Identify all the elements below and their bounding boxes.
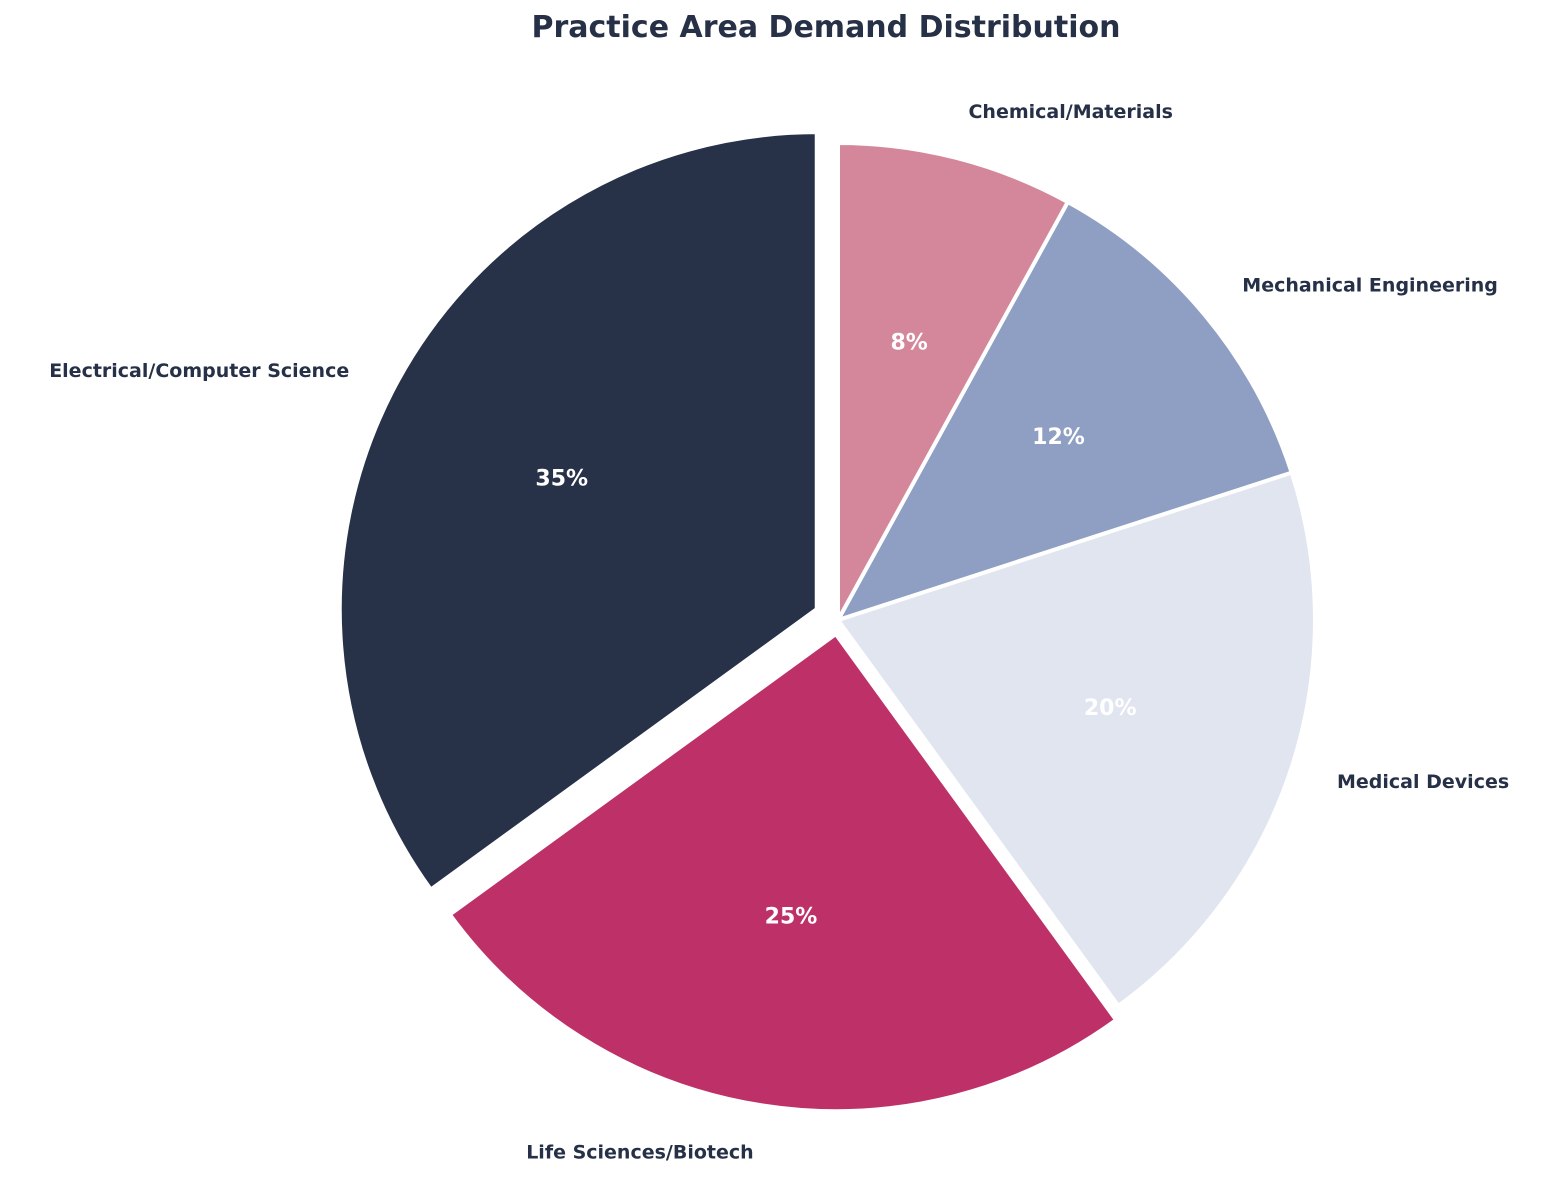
percent-label: 20% [1084, 696, 1137, 721]
pie-labels: 35% Electrical/Computer Science 25% Life Sc… [49, 101, 1509, 1164]
pie-slice-electrical-computer-science [337, 130, 819, 892]
category-label: Medical Devices [1337, 771, 1509, 793]
category-label: Life Sciences/Biotech [526, 1141, 753, 1163]
pie-slice-medical-devices [836, 470, 1317, 1008]
percent-label: 35% [535, 467, 588, 492]
category-label: Mechanical Engineering [1242, 275, 1498, 297]
percent-label: 8% [890, 330, 927, 355]
category-label: Chemical/Materials [968, 101, 1172, 123]
pie-slice-mechanical-engineering [836, 200, 1294, 622]
pie-slice-life-sciences-biotech [447, 632, 1119, 1114]
pie-slice-chemical-materials [836, 141, 1070, 622]
percent-label: 25% [765, 904, 818, 929]
chart-title: Practice Area Demand Distribution [531, 10, 1121, 45]
percent-label: 12% [1032, 425, 1085, 450]
category-label: Electrical/Computer Science [49, 360, 349, 382]
pie-slices [337, 130, 1317, 1114]
